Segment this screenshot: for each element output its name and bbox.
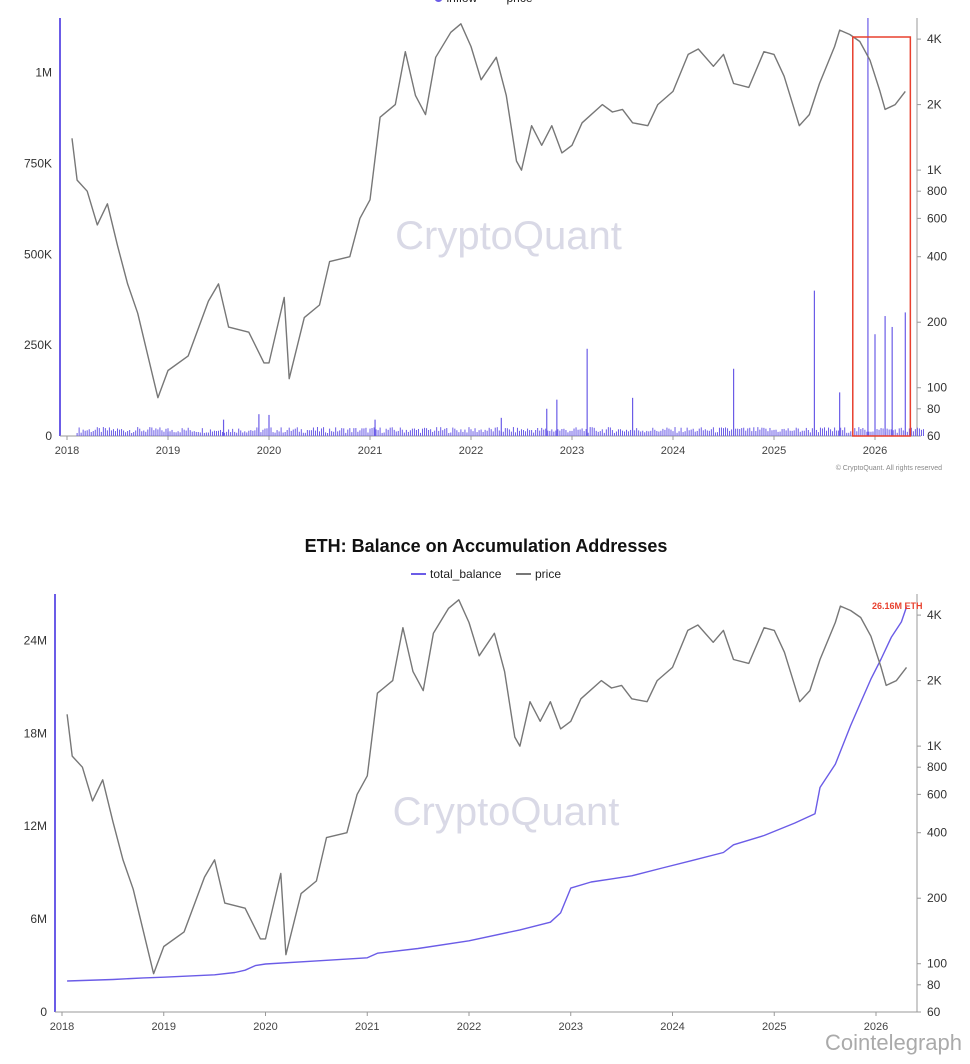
x-tick-label: 2025 xyxy=(762,445,786,457)
x-tick-label: 2019 xyxy=(152,1021,176,1033)
highlight-box xyxy=(852,36,912,437)
x-tick-label: 2020 xyxy=(257,445,281,457)
y-left-tick-label: 12M xyxy=(24,819,47,833)
y-left-tick-label: 18M xyxy=(24,726,47,740)
copyright-note: © CryptoQuant. All rights reserved xyxy=(836,464,942,472)
x-tick-label: 2018 xyxy=(50,1021,74,1033)
y-right-tick-label: 2K xyxy=(927,98,942,112)
legend-label-price: price xyxy=(535,567,561,581)
y-left-tick-label: 0 xyxy=(45,429,52,443)
legend-marker-inflow xyxy=(435,0,442,2)
legend-label-price: price xyxy=(507,0,533,5)
x-tick-label: 2026 xyxy=(864,1021,888,1033)
y-left-tick-label: 0 xyxy=(40,1005,47,1019)
y-right-tick-label: 4K xyxy=(927,32,942,46)
x-tick-label: 2023 xyxy=(559,1021,583,1033)
legend: total_balance price xyxy=(411,567,561,581)
series-price-line xyxy=(71,23,906,399)
y-right-tick-label: 800 xyxy=(927,184,947,198)
y-right-tick-label: 80 xyxy=(927,402,941,416)
chart-1: inflow price CryptoQuant 0 250K 500K 750K 1M 60 8… xyxy=(24,0,947,472)
y-left-tick-label: 1M xyxy=(35,66,52,80)
series-inflow xyxy=(76,18,924,436)
x-tick-label: 2025 xyxy=(762,1021,786,1033)
y-right-tick-label: 80 xyxy=(927,978,941,992)
series-price-line xyxy=(66,599,908,975)
watermark: CryptoQuant xyxy=(393,790,620,834)
x-tick-label: 2023 xyxy=(560,445,584,457)
x-tick-label: 2026 xyxy=(863,445,887,457)
y-right-tick-label: 1K xyxy=(927,163,942,177)
y-left-tick-label: 250K xyxy=(24,338,52,352)
y-right-tick-label: 1K xyxy=(927,739,942,753)
y-left-tick-label: 750K xyxy=(24,156,52,170)
legend-label-total-balance: total_balance xyxy=(430,567,502,581)
y-right-tick-label: 800 xyxy=(927,760,947,774)
y-left-tick-label: 500K xyxy=(24,247,52,261)
annotation-label: 26.16M ETH xyxy=(872,601,923,611)
y-right-tick-label: 2K xyxy=(927,674,942,688)
watermark: CryptoQuant xyxy=(395,214,622,258)
chart-2: ETH: Balance on Accumulation Addresses to… xyxy=(24,536,948,1033)
x-tick-label: 2020 xyxy=(253,1021,277,1033)
y-right-tick-label: 400 xyxy=(927,250,947,264)
y-right-tick-label: 60 xyxy=(927,429,941,443)
x-tick-label: 2024 xyxy=(660,1021,684,1033)
x-tick-label: 2022 xyxy=(457,1021,481,1033)
y-right-tick-label: 600 xyxy=(927,787,947,801)
y-right-tick-label: 100 xyxy=(927,957,947,971)
y-right-tick-label: 60 xyxy=(927,1005,941,1019)
x-tick-label: 2024 xyxy=(661,445,685,457)
y-right-tick-label: 4K xyxy=(927,608,942,622)
y-left-tick-label: 6M xyxy=(30,912,47,926)
x-tick-label: 2021 xyxy=(358,445,382,457)
chart-title: ETH: Balance on Accumulation Addresses xyxy=(305,536,668,556)
y-right-tick-label: 200 xyxy=(927,315,947,329)
legend-label-inflow: inflow xyxy=(447,0,478,5)
y-right-tick-label: 600 xyxy=(927,211,947,225)
x-tick-label: 2018 xyxy=(55,445,79,457)
y-left-tick-label: 24M xyxy=(24,633,47,647)
brand-watermark: Cointelegraph xyxy=(825,1030,962,1055)
x-tick-label: 2021 xyxy=(355,1021,379,1033)
series-total-balance-line xyxy=(67,606,908,982)
y-right-tick-label: 400 xyxy=(927,826,947,840)
y-right-tick-label: 100 xyxy=(927,381,947,395)
y-right-tick-label: 200 xyxy=(927,891,947,905)
x-tick-label: 2019 xyxy=(156,445,180,457)
legend: inflow price xyxy=(435,0,533,5)
x-tick-label: 2022 xyxy=(459,445,483,457)
